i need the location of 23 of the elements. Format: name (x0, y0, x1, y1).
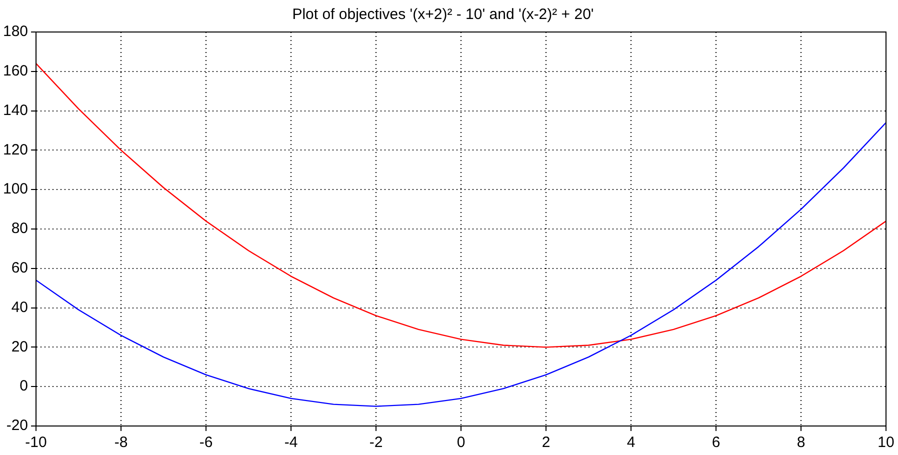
y-tick-label: 140 (2, 102, 28, 119)
y-tick-label: 180 (2, 23, 28, 40)
x-tick-label: 0 (456, 434, 466, 452)
y-tick-label: 160 (2, 62, 28, 80)
x-tick-label: -10 (25, 434, 47, 452)
x-tick-label: 2 (542, 434, 550, 452)
y-tick-label: 60 (11, 260, 28, 277)
y-tick-label: 120 (2, 141, 28, 158)
x-tick-label: 6 (712, 434, 720, 452)
x-tick-label: -2 (369, 434, 383, 452)
y-tick-label: 0 (20, 378, 28, 395)
x-tick-label: -8 (114, 434, 128, 452)
x-tick-label: 10 (878, 434, 894, 452)
x-tick-label: 4 (626, 434, 636, 452)
y-tick-label: 20 (11, 338, 28, 356)
chart-title: Plot of objectives '(x+2)² - 10' and '(x-2)² + 20' (292, 6, 594, 24)
y-tick-label: 100 (2, 180, 28, 198)
x-tick-label: 8 (796, 434, 806, 452)
y-tick-label: -20 (6, 417, 28, 434)
x-tick-label: -6 (199, 434, 213, 452)
x-tick-label: -4 (284, 434, 298, 452)
y-tick-label: 40 (11, 298, 28, 316)
y-tick-label: 80 (11, 220, 28, 238)
